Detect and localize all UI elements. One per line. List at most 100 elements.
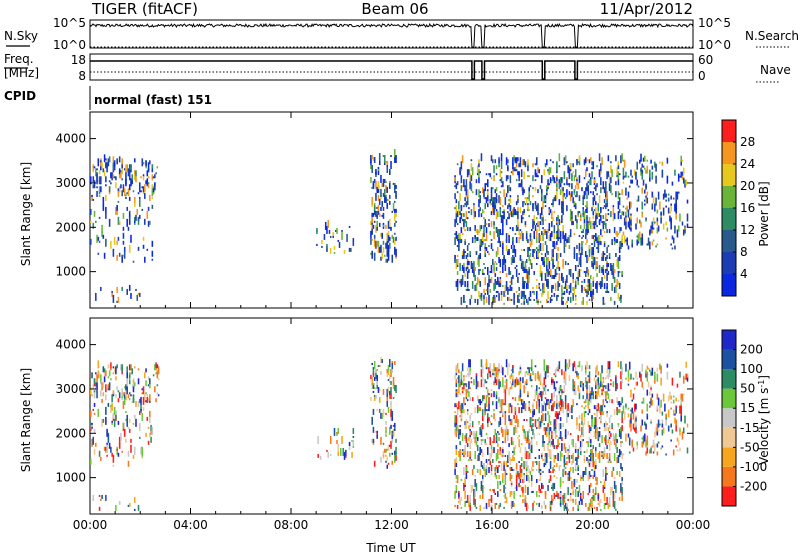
range-cell (641, 409, 644, 414)
range-cell (524, 500, 527, 507)
range-cell (557, 217, 559, 222)
range-cell (150, 424, 152, 431)
range-cell (576, 478, 578, 483)
range-cell (121, 254, 123, 263)
range-cell (486, 193, 489, 202)
range-cell (596, 476, 598, 485)
range-cell (386, 394, 389, 401)
range-cell (600, 187, 602, 194)
range-cell (456, 474, 459, 483)
range-cell (514, 266, 517, 269)
range-cell (660, 211, 662, 216)
range-cell (390, 402, 392, 409)
range-cell (113, 418, 116, 427)
range-cell (656, 423, 659, 432)
range-cell (578, 175, 581, 184)
range-cell (469, 181, 471, 190)
range-cell (127, 188, 130, 197)
range-cell (607, 427, 610, 432)
range-cell (587, 492, 590, 495)
range-cell (483, 294, 485, 299)
range-cell (593, 221, 596, 230)
range-cell (563, 159, 566, 166)
range-cell (504, 429, 507, 438)
range-cell (456, 407, 459, 416)
range-cell (500, 463, 503, 471)
colorbar-swatch (722, 388, 736, 409)
range-cell (626, 197, 628, 200)
range-cell (460, 163, 463, 170)
range-cell (493, 262, 495, 271)
range-cell (504, 381, 507, 384)
range-cell (117, 398, 120, 403)
range-cell (641, 187, 644, 194)
range-cell (493, 373, 495, 376)
range-cell (388, 359, 391, 367)
range-cell (532, 286, 534, 289)
range-cell (544, 490, 547, 495)
range-cell (623, 159, 626, 168)
range-cell (588, 409, 591, 414)
range-cell (577, 161, 579, 164)
range-cell (454, 219, 456, 228)
range-cell (395, 446, 397, 455)
range-cell (583, 455, 586, 460)
range-cell (558, 282, 561, 287)
range-cell (370, 176, 372, 183)
range-cell (478, 407, 480, 412)
range-cell (577, 504, 579, 509)
range-cell (520, 463, 523, 467)
range-cell (651, 221, 654, 230)
range-cell (144, 218, 146, 225)
range-cell (589, 427, 592, 432)
range-cell (603, 447, 606, 454)
range-cell (661, 411, 664, 416)
range-cell (474, 451, 476, 460)
range-cell (505, 157, 508, 166)
range-cell (461, 274, 464, 281)
range-cell (105, 446, 107, 451)
range-cell (383, 254, 386, 257)
range-cell (460, 381, 463, 386)
range-cell (135, 418, 137, 427)
range-cell (463, 249, 465, 257)
range-cell (103, 368, 106, 373)
range-cell (540, 292, 543, 297)
range-cell (520, 179, 523, 184)
range-cell (371, 224, 373, 229)
range-cell (606, 391, 608, 396)
range-cell (154, 386, 156, 393)
range-cell (564, 502, 567, 509)
range-cell (533, 290, 536, 295)
range-cell (475, 229, 478, 234)
range-cell (385, 184, 387, 193)
range-cell (529, 441, 532, 450)
range-cell (483, 486, 485, 489)
range-cell (468, 391, 470, 398)
range-cell (95, 220, 97, 223)
range-cell (651, 445, 654, 448)
range-cell (394, 384, 396, 391)
range-cell (535, 262, 538, 265)
range-cell (539, 264, 542, 273)
range-cell (586, 284, 588, 287)
range-cell (666, 371, 669, 380)
range-cell (530, 478, 533, 487)
range-cell (515, 377, 518, 386)
range-cell (509, 381, 512, 384)
range-cell (466, 409, 469, 412)
range-cell (370, 230, 372, 239)
range-cell (395, 238, 397, 241)
range-cell (652, 227, 655, 230)
range-cell (105, 164, 107, 169)
range-cell (568, 245, 571, 250)
range-cell (485, 459, 488, 463)
range-cell (579, 381, 582, 386)
range-cell (107, 376, 110, 379)
range-cell (547, 443, 549, 446)
range-cell (455, 461, 458, 467)
range-cell (589, 455, 592, 458)
range-cell (576, 245, 578, 250)
range-cell (510, 383, 513, 390)
range-cell (100, 390, 102, 397)
